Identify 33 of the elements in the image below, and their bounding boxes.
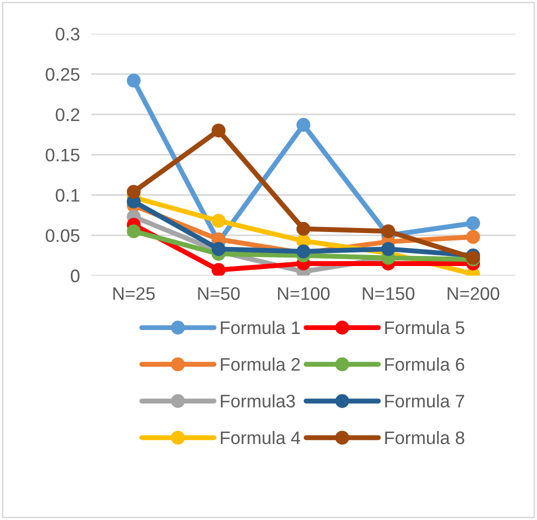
y-tick-label: 0.3 — [56, 28, 80, 41]
legend-label: Formula 4 — [220, 430, 300, 444]
legend-label: Formula 8 — [385, 430, 464, 444]
y-tick-label: 0.15 — [46, 148, 80, 162]
y-tick-label: 0.1 — [56, 188, 80, 202]
point — [126, 184, 141, 199]
point — [126, 224, 141, 238]
legend-label: Formula 1 — [220, 320, 300, 334]
y-tick-label: 0 — [70, 270, 80, 282]
x-tick-label: N=100 — [278, 287, 330, 300]
x-tick-label: N=50 — [198, 287, 240, 300]
point — [466, 216, 480, 230]
point — [381, 242, 396, 256]
point — [381, 224, 396, 238]
point — [126, 74, 141, 88]
point — [212, 242, 226, 256]
point — [466, 230, 480, 244]
point — [296, 118, 310, 132]
legend-label: Formula3 — [220, 394, 295, 408]
point — [212, 214, 226, 228]
legend-label: Formula 7 — [385, 394, 464, 408]
y-tick-label: 0.25 — [46, 68, 80, 81]
y-tick-label: 0.2 — [56, 108, 80, 122]
legend-label: Formula 5 — [385, 320, 464, 334]
point — [296, 222, 310, 236]
x-tick-label: N=150 — [362, 287, 414, 300]
point — [212, 263, 226, 276]
x-tick-label: N=200 — [448, 287, 500, 300]
legend-label: Formula 2 — [220, 358, 300, 371]
legend-label: Formula 6 — [385, 358, 464, 371]
x-tick-label: N=25 — [113, 287, 155, 300]
y-tick-label: 0.05 — [46, 229, 80, 242]
point — [212, 124, 226, 138]
